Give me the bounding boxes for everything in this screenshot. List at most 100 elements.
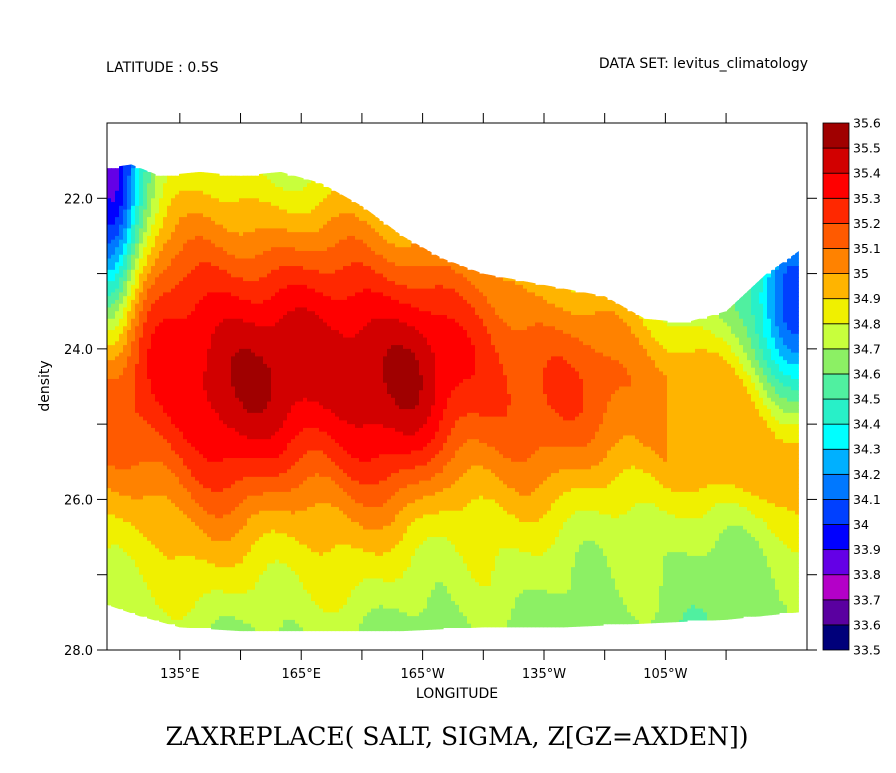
field-cell-2885 <box>203 266 208 271</box>
field-cell-2381 <box>187 190 192 196</box>
field-cell-3570 <box>223 563 228 568</box>
field-cell-728 <box>131 247 136 252</box>
field-cell-9 <box>107 202 112 207</box>
field-cell-4671 <box>259 604 264 610</box>
field-cell-4878 <box>267 465 272 470</box>
field-cell-3935 <box>235 570 240 576</box>
field-cell-994 <box>139 356 144 361</box>
field-cell-2092 <box>175 469 180 474</box>
field-cell-2637 <box>195 243 200 248</box>
field-cell-4666 <box>259 586 264 591</box>
field-cell-766 <box>131 390 136 395</box>
field-cell-3204 <box>211 555 216 561</box>
field-cell-4693 <box>263 228 268 233</box>
field-cell-627 <box>127 314 132 320</box>
field-cell-499 <box>123 281 128 286</box>
field-cell-4759 <box>263 476 268 482</box>
field-cell-4249 <box>247 386 252 391</box>
field-cell-3258 <box>215 299 220 305</box>
field-cell-1715 <box>163 394 168 399</box>
field-cell-1244 <box>147 405 152 410</box>
field-cell-4238 <box>247 345 252 350</box>
field-cell-4025 <box>239 454 244 459</box>
field-cell-2239 <box>179 567 184 572</box>
field-cell-1558 <box>159 250 164 256</box>
field-cell-4227 <box>247 303 252 309</box>
field-cell-4533 <box>255 544 260 549</box>
field-cell-258 <box>115 262 120 267</box>
field-cell-2761 <box>199 254 204 260</box>
field-cell-1058 <box>139 597 144 602</box>
field-cell-3340 <box>215 608 220 613</box>
field-cell-1297 <box>147 604 152 610</box>
field-cell-1269 <box>147 499 152 504</box>
field-cell-2922 <box>203 405 208 410</box>
field-cell-76 <box>107 454 112 459</box>
field-cell-3242 <box>215 239 220 245</box>
field-cell-2205 <box>179 439 184 444</box>
field-cell-791 <box>131 484 136 489</box>
field-cell-4170 <box>243 544 248 549</box>
field-cell-1276 <box>147 525 152 531</box>
field-cell-4756 <box>263 465 268 470</box>
field-cell-3482 <box>223 232 228 237</box>
field-cell-1462 <box>155 333 160 339</box>
field-cell-1729 <box>163 446 168 452</box>
field-cell-4199 <box>247 198 252 203</box>
field-cell-4599 <box>259 333 264 339</box>
field-cell-2973 <box>203 597 208 602</box>
field-cell-2042 <box>175 281 180 286</box>
field-cell-59 <box>107 390 112 395</box>
field-cell-399 <box>119 348 124 354</box>
field-cell-3169 <box>211 424 216 429</box>
field-cell-1939 <box>171 341 176 346</box>
field-cell-2194 <box>179 397 184 403</box>
field-cell-2846 <box>199 574 204 580</box>
field-cell-4095 <box>243 262 248 267</box>
field-cell-4976 <box>271 375 276 380</box>
field-cell-4210 <box>247 239 252 245</box>
field-cell-3400 <box>219 378 224 384</box>
field-cell-1125 <box>143 401 148 406</box>
field-cell-655 <box>127 420 132 425</box>
field-cell-4473 <box>255 318 260 324</box>
field-cell-2278 <box>183 258 188 263</box>
field-cell-109 <box>107 578 112 583</box>
field-cell-4083 <box>243 217 248 222</box>
field-cell-1238 <box>147 382 152 388</box>
field-cell-505 <box>123 303 128 309</box>
field-cell-4465 <box>255 288 260 293</box>
field-cell-750 <box>131 330 136 335</box>
field-cell-4697 <box>263 243 268 248</box>
field-cell-1515 <box>155 533 160 538</box>
field-cell-2903 <box>203 333 208 339</box>
field-cell-4452 <box>255 239 260 245</box>
field-cell-580 <box>123 586 128 591</box>
field-cell-3912 <box>235 484 240 489</box>
field-cell-3952 <box>239 179 244 184</box>
field-cell-1470 <box>155 363 160 369</box>
field-cell-3243 <box>215 243 220 248</box>
field-cell-952 <box>139 198 144 203</box>
field-cell-2839 <box>199 548 204 553</box>
field-cell-1851 <box>167 458 172 463</box>
field-cell-2624 <box>195 194 200 199</box>
field-cell-2667 <box>195 356 200 361</box>
field-cell-2056 <box>175 333 180 339</box>
field-cell-3830 <box>235 175 240 181</box>
field-cell-4644 <box>259 503 264 508</box>
field-cell-4830 <box>267 284 272 290</box>
field-cell-3722 <box>231 224 236 229</box>
field-cell-1702 <box>163 345 168 350</box>
field-cell-2568 <box>191 439 196 444</box>
field-cell-941 <box>135 604 140 610</box>
field-cell-697 <box>127 578 132 583</box>
field-cell-117 <box>111 171 116 177</box>
field-cell-3112 <box>211 209 216 214</box>
field-cell-146 <box>111 281 116 286</box>
field-cell-3662 <box>227 454 232 459</box>
field-cell-4403 <box>251 510 256 516</box>
field-cell-4837 <box>267 311 272 316</box>
field-cell-2303 <box>183 352 188 357</box>
field-cell-4539 <box>255 567 260 572</box>
